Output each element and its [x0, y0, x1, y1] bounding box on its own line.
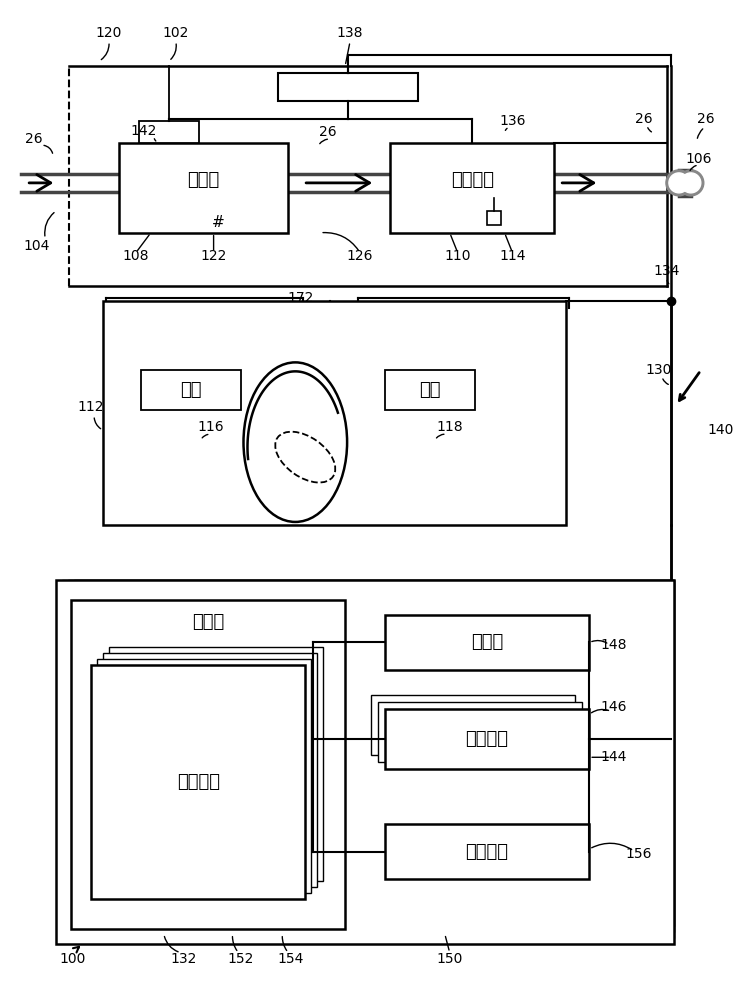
- Circle shape: [666, 170, 692, 196]
- Text: 108: 108: [123, 249, 149, 263]
- Text: 正常: 正常: [180, 381, 201, 399]
- Bar: [62, 580, 674, 938]
- Text: 设备接口: 设备接口: [465, 730, 509, 748]
- Text: 110: 110: [444, 249, 471, 263]
- Text: 旁路: 旁路: [419, 381, 440, 399]
- Bar: [139, 121, 198, 143]
- Text: 154: 154: [277, 952, 304, 966]
- Bar: [68, 580, 674, 932]
- Text: 26: 26: [697, 112, 715, 126]
- Bar: [71, 600, 345, 929]
- Text: 隔离阀: 隔离阀: [188, 171, 219, 189]
- Text: 140: 140: [707, 423, 734, 437]
- Text: 114: 114: [499, 249, 526, 263]
- Text: 150: 150: [437, 952, 463, 966]
- Text: 程序模块: 程序模块: [176, 773, 219, 791]
- Text: 106: 106: [685, 152, 712, 166]
- Text: 104: 104: [23, 239, 50, 253]
- Bar: [487, 211, 501, 225]
- Circle shape: [681, 173, 700, 193]
- Bar: [91, 665, 305, 899]
- Bar: [378, 702, 582, 762]
- Text: 112: 112: [78, 400, 104, 414]
- Circle shape: [678, 170, 703, 196]
- Text: 156: 156: [626, 847, 652, 861]
- Text: 116: 116: [198, 420, 224, 434]
- Text: 144: 144: [601, 750, 627, 764]
- Text: 142: 142: [130, 124, 157, 138]
- Bar: [141, 370, 241, 410]
- Text: 处理器: 处理器: [471, 633, 503, 651]
- Text: 26: 26: [26, 132, 43, 146]
- Text: 136: 136: [499, 114, 526, 128]
- Text: 存储器: 存储器: [192, 613, 224, 631]
- Bar: [390, 143, 554, 233]
- Text: 100: 100: [60, 952, 86, 966]
- Bar: [97, 659, 311, 893]
- Text: 172: 172: [287, 291, 314, 305]
- Bar: [103, 301, 566, 525]
- Text: 118: 118: [437, 420, 463, 434]
- Text: 102: 102: [163, 26, 189, 40]
- Bar: [109, 647, 323, 881]
- Circle shape: [669, 173, 689, 193]
- Text: 134: 134: [654, 264, 680, 278]
- Bar: [371, 695, 575, 755]
- Text: #: #: [212, 215, 225, 230]
- Bar: [385, 824, 589, 879]
- Text: 用户界面: 用户界面: [465, 843, 509, 861]
- Text: 126: 126: [347, 249, 373, 263]
- Bar: [385, 370, 474, 410]
- Text: 132: 132: [170, 952, 197, 966]
- Bar: [119, 143, 288, 233]
- Text: 146: 146: [601, 700, 627, 714]
- Bar: [385, 709, 589, 769]
- Text: 26: 26: [320, 125, 337, 139]
- Bar: [278, 73, 418, 101]
- Text: 流动开关: 流动开关: [451, 171, 494, 189]
- Bar: [57, 580, 674, 944]
- Text: 152: 152: [227, 952, 253, 966]
- Text: 148: 148: [601, 638, 627, 652]
- Text: 130: 130: [645, 363, 672, 377]
- Text: 122: 122: [201, 249, 227, 263]
- Text: 138: 138: [337, 26, 363, 40]
- Bar: [103, 653, 317, 887]
- Bar: [74, 580, 674, 926]
- Bar: [385, 615, 589, 670]
- Text: 26: 26: [635, 112, 653, 126]
- Text: 120: 120: [96, 26, 122, 40]
